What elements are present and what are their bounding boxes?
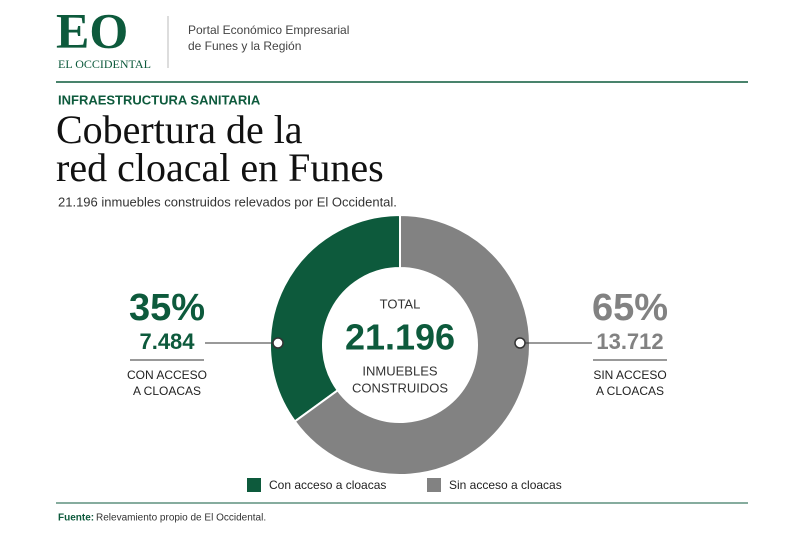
center-top: TOTAL — [380, 296, 421, 311]
callout-label: SIN ACCESO — [593, 368, 666, 382]
center-bottom: INMUEBLES — [362, 363, 437, 378]
chart-title: red cloacal en Funes — [56, 145, 384, 190]
legend-swatch — [427, 478, 441, 492]
count-label: 13.712 — [596, 329, 663, 354]
source: Relevamiento propio de El Occidental. — [96, 513, 266, 524]
leader-dot — [272, 337, 284, 349]
center-total: 21.196 — [345, 317, 455, 358]
callout-label: A CLOACAS — [596, 384, 664, 398]
legend-label: Sin acceso a cloacas — [449, 478, 562, 492]
kicker: INFRAESTRUCTURA SANITARIA — [58, 92, 261, 107]
source-label: Fuente: — [58, 513, 94, 524]
legend-swatch — [247, 478, 261, 492]
callout-label: CON ACCESO — [127, 368, 207, 382]
count-label: 7.484 — [139, 329, 195, 354]
legend-label: Con acceso a cloacas — [269, 478, 386, 492]
callout-label: A CLOACAS — [133, 384, 201, 398]
slice — [293, 213, 531, 476]
center-bottom: CONSTRUIDOS — [352, 380, 448, 395]
value-label: 65% — [592, 287, 668, 329]
subtitle: 21.196 inmuebles construidos relevados p… — [58, 194, 397, 209]
tagline: Portal Económico Empresarial — [188, 23, 349, 37]
tagline: de Funes y la Región — [188, 39, 301, 53]
slice — [269, 213, 401, 423]
chart-title: Cobertura de la — [56, 107, 303, 152]
value-label: 35% — [129, 287, 205, 329]
leader-dot — [514, 337, 526, 349]
logo: EO — [56, 2, 128, 58]
brand: EL OCCIDENTAL — [58, 57, 151, 71]
